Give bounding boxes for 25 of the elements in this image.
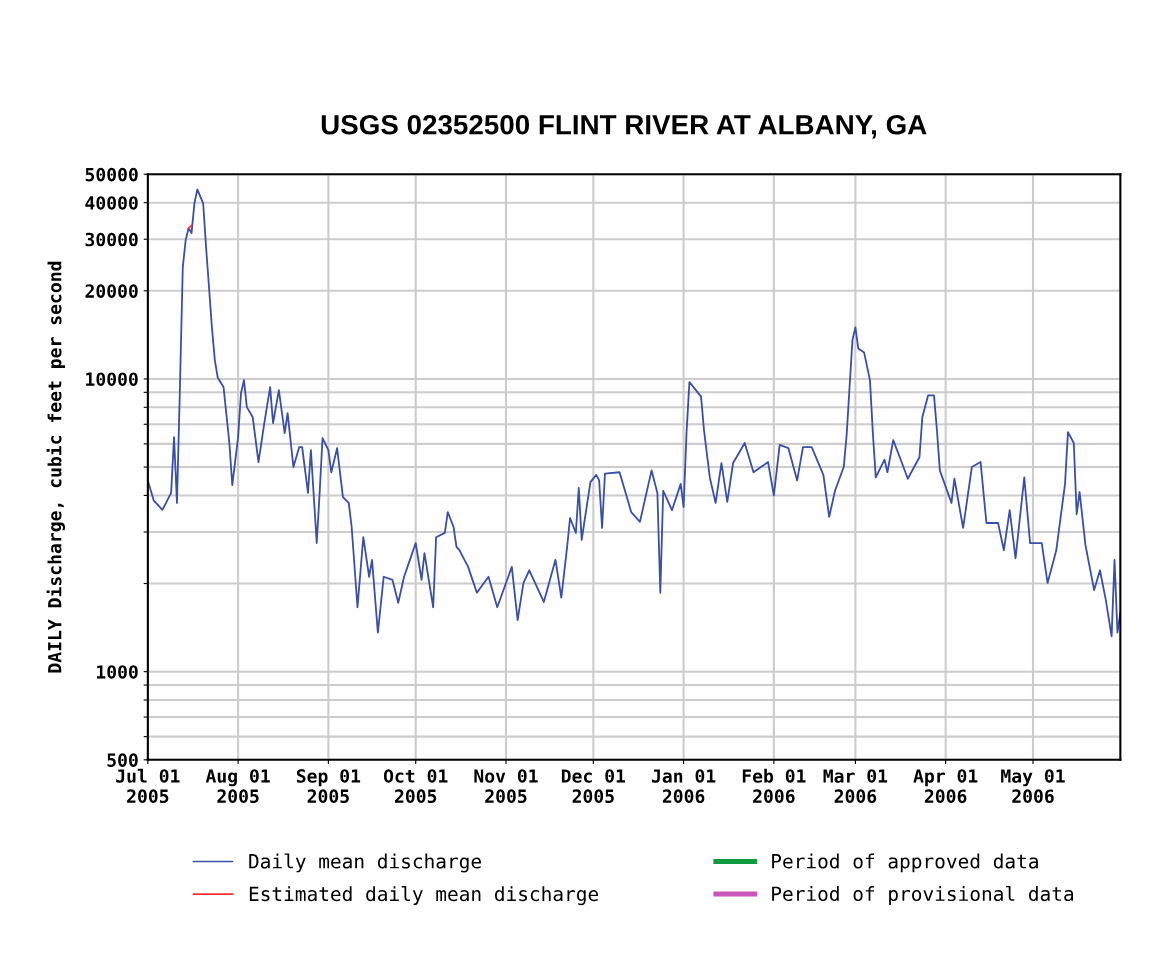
y-axis-title: DAILY Discharge, cubic feet per second — [46, 261, 66, 673]
x-tick-label: Sep 01 2005 — [296, 769, 361, 804]
y-tick-label: 10000 — [86, 372, 138, 387]
x-tick-label: Aug 01 2005 — [205, 769, 270, 804]
line-series — [147, 188, 1121, 638]
legend-label: Daily mean discharge — [249, 853, 481, 873]
y-tick-label: 1000 — [96, 665, 138, 679]
legend-label: Period of provisional data — [772, 885, 1073, 905]
y-tick-label: 50000 — [85, 167, 138, 182]
y-tick-label: 20000 — [85, 284, 138, 298]
x-tick-label: Nov 01 2005 — [474, 769, 538, 804]
legend-label: Period of approved data — [772, 853, 1038, 873]
y-tick-label: 40000 — [85, 196, 138, 210]
x-tick-label: Oct 01 2005 — [383, 769, 448, 804]
legend-label: Estimated daily mean discharge — [249, 886, 599, 906]
x-tick-label: Dec 01 2005 — [561, 769, 626, 804]
x-tick-label: May 01 2006 — [1001, 769, 1065, 804]
y-tick-label: 500 — [107, 753, 138, 767]
x-tick-label: Feb 01 2006 — [742, 768, 806, 804]
x-tick-label: Apr 01 2006 — [913, 769, 978, 804]
x-tick-label: Jul 01 2005 — [116, 768, 180, 804]
y-tick-label: 30000 — [85, 232, 138, 247]
chart-title: USGS 02352500 FLINT RIVER AT ALBANY, GA — [321, 114, 927, 139]
x-tick-label: Jan 01 2006 — [651, 769, 716, 804]
x-tick-label: Mar 01 2006 — [823, 769, 888, 804]
